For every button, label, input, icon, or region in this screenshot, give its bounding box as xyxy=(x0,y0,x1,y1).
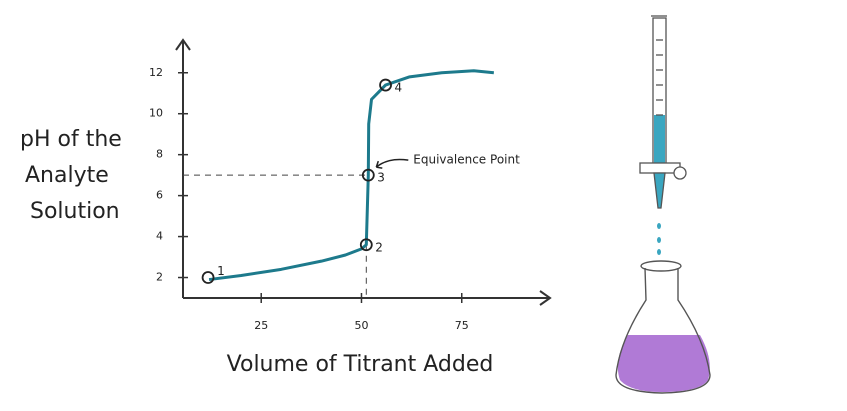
annotation: Equivalence Point xyxy=(413,153,520,167)
y-tick-label: 6 xyxy=(156,189,163,202)
flask xyxy=(615,260,711,394)
point-label: 3 xyxy=(377,171,385,185)
x-axis-title: Volume of Titrant Added xyxy=(227,352,494,377)
point-marker xyxy=(379,78,392,92)
curve xyxy=(208,69,494,282)
y-tick-label: 4 xyxy=(156,230,163,243)
y-axis xyxy=(175,38,191,298)
y-tick-label: 10 xyxy=(149,107,163,120)
x-tick-label: 50 xyxy=(354,319,368,332)
x-tick-label: 25 xyxy=(254,319,268,332)
point-marker xyxy=(361,168,375,182)
point-label: 1 xyxy=(217,264,225,278)
point-label: 4 xyxy=(395,81,403,95)
y-axis-title: Analyte xyxy=(25,163,109,188)
x-axis xyxy=(183,290,552,306)
annotation-arrow xyxy=(375,158,409,169)
y-axis-title: Solution xyxy=(30,199,120,224)
y-tick-label: 2 xyxy=(156,271,163,284)
point-label: 2 xyxy=(375,240,383,254)
x-tick-label: 75 xyxy=(455,319,469,332)
point-marker xyxy=(201,271,215,284)
y-tick-label: 12 xyxy=(149,66,163,79)
burette xyxy=(639,15,687,255)
y-axis-title: pH of the xyxy=(20,127,122,152)
y-tick-label: 8 xyxy=(156,148,163,161)
point-marker xyxy=(359,238,373,252)
